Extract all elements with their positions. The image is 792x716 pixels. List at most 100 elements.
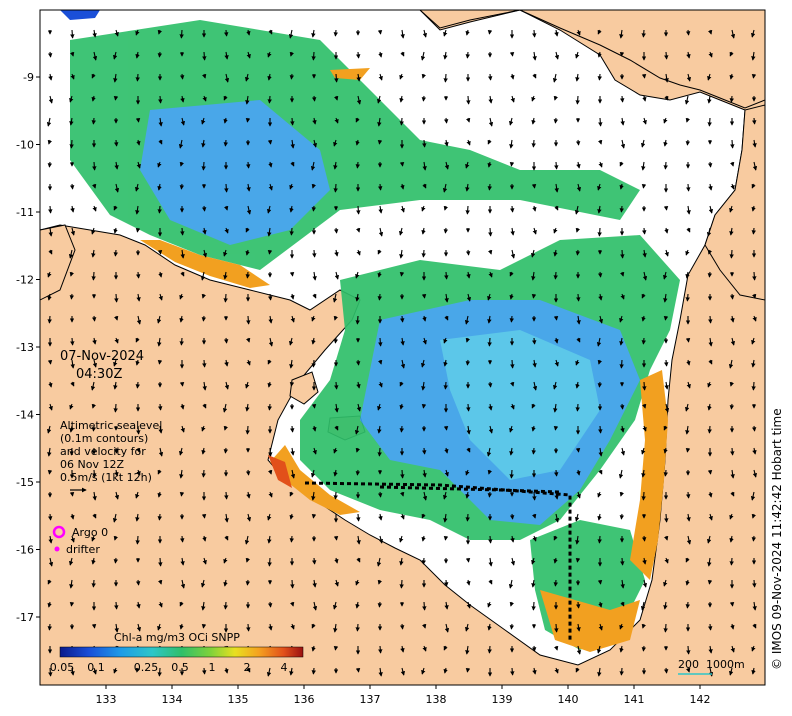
velocity-arrow (751, 51, 756, 61)
velocity-arrow (399, 623, 405, 630)
velocity-arrow (708, 337, 713, 347)
velocity-arrow (728, 359, 734, 369)
velocity-arrow (686, 73, 692, 82)
velocity-arrow (91, 623, 97, 629)
velocity-arrow (268, 469, 273, 475)
velocity-arrow (268, 315, 273, 324)
velocity-arrow (642, 557, 647, 565)
velocity-arrow (135, 381, 140, 389)
velocity-arrow (356, 403, 362, 412)
velocity-arrow (377, 491, 383, 498)
velocity-arrow (223, 139, 228, 147)
velocity-arrow (290, 623, 295, 630)
velocity-arrow (332, 601, 338, 610)
velocity-arrow (465, 29, 470, 36)
velocity-arrow (91, 535, 96, 542)
velocity-arrow (113, 667, 118, 674)
velocity-arrow (465, 183, 470, 192)
velocity-arrow (685, 293, 690, 302)
velocity-arrow (136, 271, 141, 279)
velocity-arrow (157, 161, 162, 168)
velocity-arrow (706, 535, 712, 544)
velocity-arrow (114, 315, 119, 321)
velocity-arrow (619, 667, 624, 676)
velocity-arrow (553, 557, 558, 564)
map-time: 04:30Z (76, 367, 122, 382)
velocity-arrow (158, 271, 163, 278)
velocity-arrow (156, 315, 162, 324)
velocity-arrow (488, 579, 493, 585)
velocity-arrow (113, 249, 118, 257)
velocity-arrow (576, 183, 582, 192)
velocity-arrow (620, 249, 625, 259)
velocity-arrow (157, 469, 162, 475)
velocity-arrow (267, 601, 273, 608)
x-tick-label: 136 (294, 693, 315, 706)
velocity-arrow (752, 293, 757, 299)
velocity-arrow (201, 623, 207, 629)
velocity-arrow (47, 293, 52, 301)
velocity-arrow (157, 51, 163, 58)
velocity-arrow (466, 425, 471, 435)
velocity-arrow (311, 183, 316, 189)
velocity-arrow (68, 557, 74, 566)
cape-york-land (704, 104, 765, 301)
velocity-arrow (91, 315, 97, 322)
velocity-arrow (509, 51, 515, 57)
velocity-arrow (508, 579, 514, 589)
velocity-arrow (686, 491, 691, 499)
velocity-arrow (135, 535, 140, 545)
velocity-arrow (311, 667, 316, 675)
velocity-arrow (112, 513, 118, 523)
velocity-arrow (289, 513, 294, 520)
velocity-arrow (158, 425, 163, 434)
velocity-arrow (575, 73, 580, 82)
velocity-arrow (267, 513, 272, 521)
velocity-arrow (289, 271, 295, 277)
velocity-arrow (487, 623, 492, 631)
velocity-arrow (399, 425, 404, 433)
velocity-arrow (465, 249, 471, 256)
velocity-arrow (246, 491, 251, 499)
velocity-arrow (114, 491, 120, 500)
velocity-arrow (576, 337, 581, 343)
velocity-arrow (202, 557, 207, 565)
velocity-arrow (641, 293, 646, 299)
velocity-arrow (620, 447, 626, 456)
velocity-arrow (201, 205, 207, 212)
velocity-arrow (267, 227, 272, 237)
velocity-arrow (729, 227, 734, 236)
velocity-arrow (47, 447, 52, 457)
velocity-arrow (244, 73, 250, 82)
velocity-arrow (708, 205, 714, 214)
velocity-arrow (136, 469, 141, 476)
velocity-arrow (751, 73, 757, 79)
velocity-arrow (157, 249, 163, 255)
velocity-arrow (421, 73, 426, 79)
velocity-arrow (378, 337, 383, 347)
velocity-arrow (48, 667, 53, 677)
velocity-arrow (509, 293, 514, 300)
velocity-arrow (378, 645, 383, 654)
velocity-arrow (178, 139, 184, 149)
velocity-arrow (640, 601, 646, 611)
velocity-arrow (92, 337, 97, 345)
velocity-arrow (135, 29, 140, 36)
velocity-arrow (268, 161, 273, 168)
velocity-arrow (202, 667, 207, 675)
velocity-arrow (663, 469, 668, 477)
velocity-arrow (510, 73, 515, 80)
velocity-arrow (510, 667, 515, 676)
velocity-arrow (532, 359, 537, 368)
velocity-arrow (312, 293, 317, 299)
velocity-arrow (157, 513, 162, 521)
velocity-arrow (706, 227, 712, 237)
velocity-arrow (576, 623, 581, 632)
velocity-arrow (92, 183, 97, 189)
velocity-arrow (641, 447, 646, 455)
velocity-arrow (443, 513, 448, 523)
velocity-arrow (356, 51, 361, 59)
velocity-arrow (642, 117, 647, 125)
velocity-arrow (510, 249, 516, 259)
velocity-arrow (730, 337, 736, 346)
